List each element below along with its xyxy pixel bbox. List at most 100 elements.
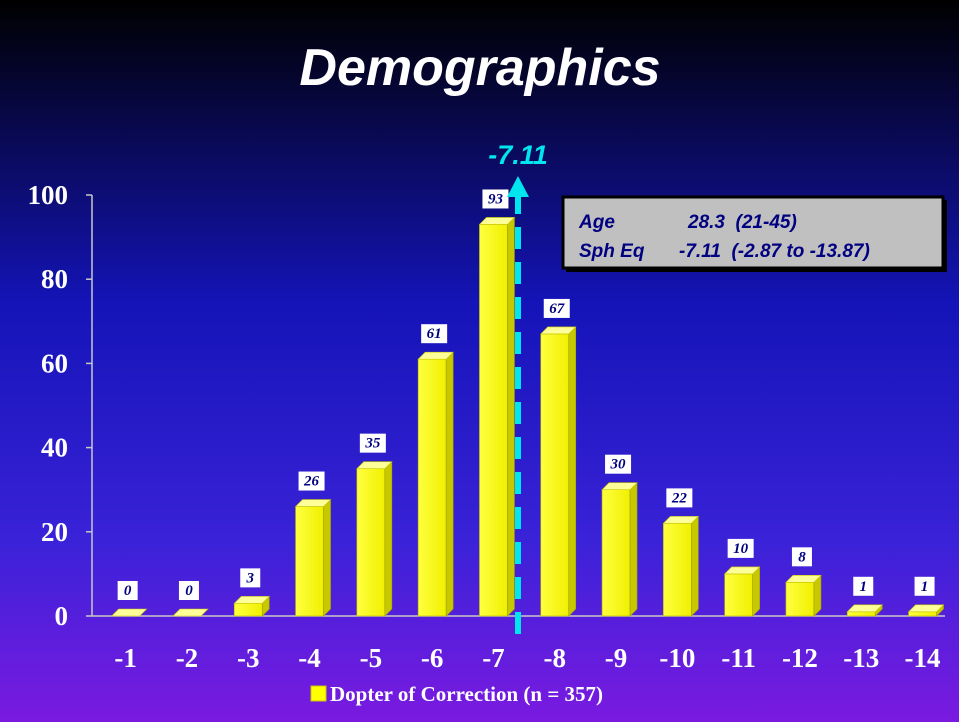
bar [785, 574, 822, 617]
bar-series [110, 216, 945, 617]
x-tick-label: -9 [605, 643, 628, 673]
bar-data-label-text: 61 [427, 326, 442, 342]
bar-front-face [908, 611, 937, 617]
bar-front-face [724, 573, 753, 617]
bar-data-label-box [421, 324, 448, 344]
bar-top-face [662, 516, 700, 524]
bar-data-label: 30 [605, 454, 632, 474]
bar-data-label: 8 [791, 547, 812, 567]
x-tick-label: -11 [721, 643, 756, 673]
bar-top-face [785, 575, 822, 583]
bar [233, 595, 270, 617]
bar-data-label: 1 [914, 576, 935, 596]
bar-front-face [663, 523, 692, 617]
y-tick-label: 100 [28, 180, 69, 210]
bar-top-face [723, 566, 761, 575]
bar [723, 566, 761, 617]
bar-side-face [691, 515, 699, 617]
legend-swatch [310, 685, 327, 702]
bar-top-face [356, 461, 393, 469]
stats-age-value: 28.3 (21-45) [687, 212, 797, 233]
bar-front-face [479, 224, 508, 617]
bar [478, 216, 516, 617]
x-tick-label: -3 [237, 643, 260, 673]
bar-data-label-text: 1 [860, 579, 868, 595]
x-tick-label: -4 [298, 643, 321, 673]
bar-data-label: 22 [666, 488, 693, 508]
bar-top-face [294, 499, 332, 507]
bar-data-label-box [543, 298, 570, 318]
y-tick-labels: 0 20 40 60 80 100 [28, 180, 92, 631]
mean-marker-arrowhead [507, 176, 529, 197]
bar-data-label: 26 [298, 471, 325, 491]
x-tick-labels: -1 -2 -3 -4 -5 -6 -7 -8 -9 -10 -11 -12 -13 -14 [114, 643, 940, 673]
bar [417, 351, 454, 617]
mean-marker: -7.11 [488, 140, 548, 634]
bar-data-label: 93 [482, 189, 509, 209]
bar [294, 498, 332, 617]
bar-side-face [384, 460, 393, 617]
bar [662, 515, 700, 617]
x-tick-label: -14 [905, 643, 941, 673]
bar [172, 608, 209, 617]
bar-front-face [356, 468, 386, 617]
bar-data-label: 0 [178, 581, 199, 600]
bar-data-label-text: 3 [246, 570, 255, 586]
bar-side-face [629, 481, 638, 617]
y-tick-label: 60 [41, 348, 68, 378]
bar-data-label-text: 0 [185, 583, 193, 599]
bar-top-face [540, 326, 577, 335]
bar-data-label-text: 26 [303, 474, 320, 490]
chart-legend: Dopter of Correction (n = 357) [310, 682, 603, 706]
bar-data-label-text: 1 [921, 579, 929, 595]
mean-marker-label: -7.11 [488, 140, 548, 170]
bar [110, 608, 148, 617]
bar-front-face [540, 333, 570, 617]
bar-data-label-text: 93 [488, 191, 504, 207]
bar-data-label-text: 8 [798, 549, 806, 565]
bar [846, 604, 883, 617]
bar-data-label: 67 [543, 298, 570, 318]
y-tick-label: 80 [41, 264, 68, 294]
legend-label: Dopter of Correction (n = 357) [330, 682, 603, 706]
x-tick-label: -8 [544, 643, 567, 673]
bar [601, 481, 638, 617]
bar-top-face [172, 608, 209, 617]
bar-data-label-box [240, 568, 261, 588]
bar-side-face [752, 566, 760, 617]
x-tick-label: -10 [659, 643, 695, 673]
bar-front-face [233, 603, 263, 617]
bar-front-face [601, 489, 631, 617]
y-tick-label: 0 [55, 601, 69, 631]
stats-box-frame [561, 195, 945, 270]
bar-data-label-box [605, 454, 632, 474]
bar-front-face [846, 611, 876, 617]
bar-top-face [907, 604, 945, 613]
x-tick-label: -7 [482, 643, 505, 673]
bar-data-label: 61 [421, 324, 448, 344]
bar-data-label: 1 [853, 576, 874, 596]
bar-side-face [445, 351, 454, 617]
bar-top-face [233, 596, 270, 604]
bar-side-face [507, 216, 515, 617]
bar-data-label-box [178, 581, 199, 600]
x-tick-label: -12 [782, 643, 818, 673]
bar [356, 460, 393, 617]
bar-data-label-box [666, 488, 693, 508]
slide-title: Demographics [299, 39, 660, 97]
bar-data-label: 3 [240, 568, 261, 588]
y-tick-label: 20 [41, 517, 68, 547]
x-tick-label: -6 [421, 643, 444, 673]
bar-data-labels: 0 0 3 26 35 61 93 67 30 22 10 8 1 1 [117, 189, 935, 600]
bar-data-label-box [914, 576, 935, 596]
bar-data-label-box [298, 471, 325, 491]
bar-front-face [417, 358, 447, 617]
bar-side-face [568, 326, 577, 617]
bar-front-face [295, 506, 324, 617]
stats-age-label: Age [578, 212, 615, 233]
x-tick-label: -5 [360, 643, 383, 673]
bar-data-label-box [853, 576, 874, 596]
bar-front-face [785, 582, 815, 617]
bar-data-label-text: 10 [733, 541, 749, 557]
